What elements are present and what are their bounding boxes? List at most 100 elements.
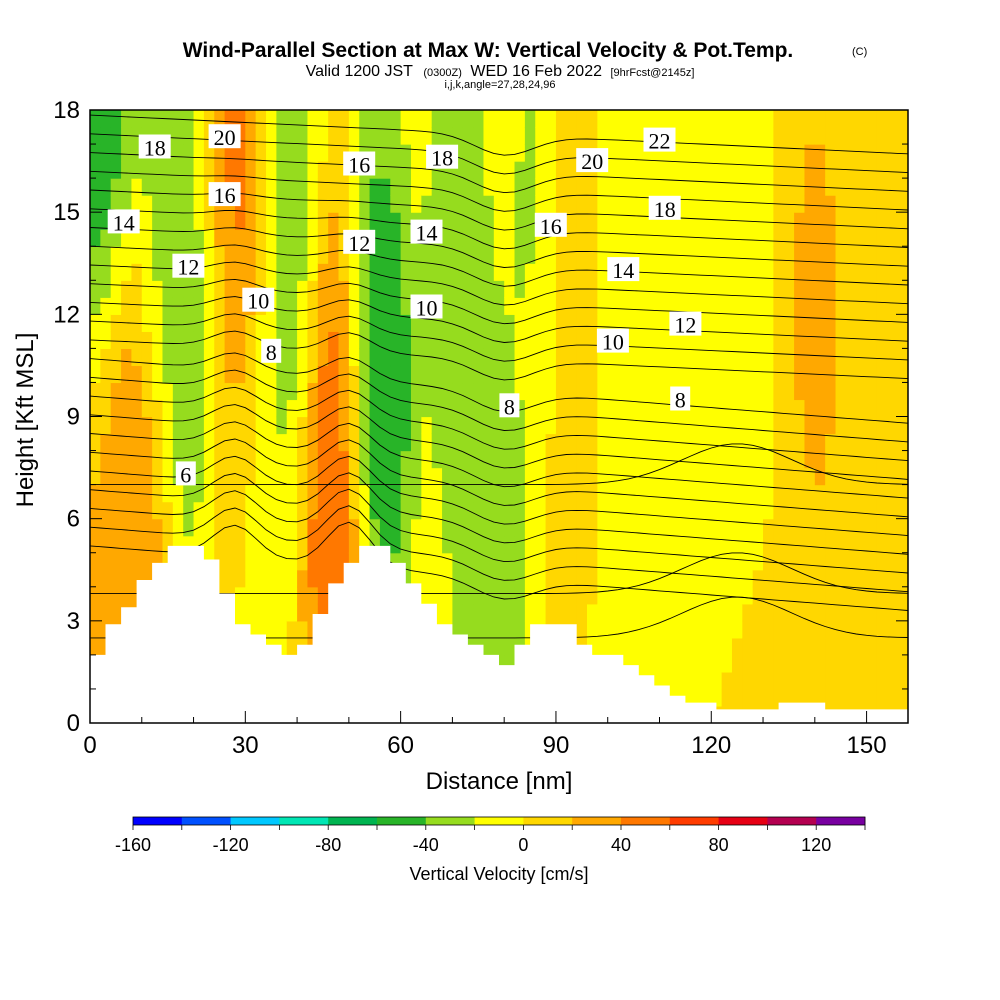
- velocity-cell: [535, 535, 547, 554]
- velocity-cell: [773, 127, 785, 145]
- velocity-cell: [172, 382, 184, 401]
- velocity-cell: [514, 195, 526, 213]
- y-tick-label: 18: [53, 97, 80, 124]
- velocity-cell: [297, 467, 309, 486]
- colorbar-swatch: [377, 817, 427, 825]
- contour-label: 22: [643, 127, 676, 154]
- velocity-cell: [359, 450, 371, 469]
- velocity-cell: [835, 297, 847, 315]
- velocity-cell: [152, 331, 164, 349]
- velocity-cell: [90, 637, 101, 656]
- velocity-cell: [742, 688, 754, 707]
- velocity-cell: [442, 365, 453, 384]
- velocity-cell: [845, 586, 857, 605]
- velocity-cell: [338, 110, 350, 128]
- velocity-cell: [690, 399, 702, 418]
- velocity-cell: [835, 314, 847, 332]
- velocity-cell: [566, 161, 578, 179]
- velocity-cell: [773, 654, 785, 673]
- velocity-cell: [535, 603, 547, 622]
- velocity-cell: [763, 688, 774, 707]
- velocity-cell: [804, 433, 816, 452]
- velocity-cell: [317, 212, 329, 230]
- velocity-cell: [680, 178, 692, 196]
- velocity-cell: [162, 280, 174, 298]
- velocity-cell: [825, 433, 837, 452]
- velocity-cell: [835, 637, 847, 656]
- velocity-cell: [773, 331, 785, 349]
- velocity-cell: [856, 671, 868, 690]
- velocity-cell: [90, 161, 101, 179]
- velocity-cell: [814, 297, 826, 315]
- velocity-cell: [266, 127, 277, 145]
- velocity-cell: [493, 212, 505, 230]
- velocity-cell: [400, 535, 412, 554]
- velocity-cell: [338, 518, 350, 537]
- velocity-cell: [462, 535, 474, 554]
- velocity-cell: [234, 365, 246, 384]
- velocity-cell: [410, 161, 422, 179]
- velocity-cell: [131, 280, 143, 298]
- velocity-cell: [255, 161, 267, 179]
- velocity-cell: [421, 263, 433, 281]
- velocity-cell: [618, 603, 630, 622]
- velocity-cell: [431, 450, 443, 469]
- velocity-cell: [804, 569, 816, 588]
- velocity-cell: [618, 399, 630, 418]
- velocity-cell: [680, 450, 692, 469]
- velocity-cell: [317, 280, 329, 298]
- velocity-cell: [783, 552, 795, 571]
- velocity-cell: [804, 484, 816, 503]
- velocity-cell: [659, 518, 671, 537]
- velocity-cell: [100, 280, 112, 298]
- velocity-cell: [234, 399, 246, 418]
- velocity-cell: [773, 263, 785, 281]
- velocity-cell: [897, 382, 908, 401]
- velocity-cell: [431, 484, 443, 503]
- velocity-cell: [607, 365, 619, 384]
- velocity-cell: [866, 433, 878, 452]
- velocity-cell: [752, 518, 764, 537]
- velocity-cell: [493, 263, 505, 281]
- velocity-cell: [348, 127, 360, 145]
- velocity-cell: [783, 263, 795, 281]
- velocity-cell: [731, 688, 743, 707]
- velocity-cell: [483, 535, 495, 554]
- velocity-cell: [359, 501, 371, 520]
- velocity-cell: [866, 314, 878, 332]
- velocity-cell: [763, 671, 774, 690]
- velocity-cell: [835, 280, 847, 298]
- velocity-cell: [856, 450, 868, 469]
- velocity-cell: [618, 637, 630, 656]
- velocity-cell: [545, 365, 557, 384]
- velocity-cell: [100, 263, 112, 281]
- velocity-cell: [897, 535, 908, 554]
- velocity-cell: [587, 263, 598, 281]
- velocity-cell: [524, 195, 536, 213]
- velocity-cell: [504, 161, 516, 179]
- velocity-cell: [700, 382, 712, 401]
- velocity-cell: [348, 263, 360, 281]
- velocity-cell: [669, 484, 681, 503]
- velocity-cell: [224, 365, 236, 384]
- velocity-cell: [535, 348, 547, 367]
- velocity-cell: [535, 433, 547, 452]
- velocity-cell: [141, 297, 153, 315]
- velocity-cell: [524, 263, 536, 281]
- velocity-cell: [359, 416, 371, 435]
- velocity-cell: [162, 501, 174, 520]
- velocity-cell: [514, 382, 526, 401]
- velocity-cell: [255, 586, 267, 605]
- velocity-cell: [276, 416, 288, 435]
- velocity-cell: [649, 586, 661, 605]
- velocity-cell: [203, 348, 215, 367]
- velocity-cell: [555, 314, 567, 332]
- velocity-cell: [628, 603, 640, 622]
- velocity-cell: [421, 501, 433, 520]
- velocity-cell: [825, 620, 837, 639]
- velocity-cell: [597, 450, 609, 469]
- velocity-cell: [814, 467, 826, 486]
- velocity-cell: [121, 161, 133, 179]
- velocity-cell: [845, 263, 857, 281]
- contour-label-text: 14: [416, 221, 438, 246]
